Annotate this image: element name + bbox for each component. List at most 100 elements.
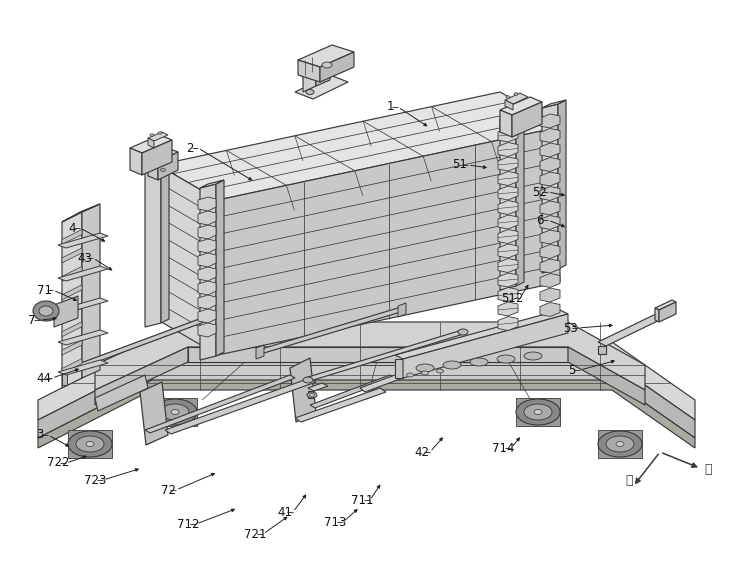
Ellipse shape [524, 352, 542, 360]
Polygon shape [198, 281, 216, 295]
Text: 53: 53 [562, 321, 577, 335]
Polygon shape [200, 180, 224, 188]
Ellipse shape [436, 369, 444, 373]
Text: 512: 512 [501, 292, 523, 304]
Ellipse shape [421, 371, 429, 375]
Polygon shape [145, 147, 169, 155]
Polygon shape [258, 308, 404, 353]
Polygon shape [540, 215, 560, 229]
Polygon shape [598, 430, 642, 458]
Polygon shape [558, 100, 566, 269]
Polygon shape [290, 358, 316, 422]
Ellipse shape [161, 404, 189, 420]
Polygon shape [403, 314, 568, 378]
Ellipse shape [153, 399, 197, 425]
Ellipse shape [497, 355, 515, 363]
Ellipse shape [150, 134, 154, 136]
Polygon shape [130, 148, 142, 175]
Polygon shape [140, 382, 168, 445]
Text: 723: 723 [84, 474, 106, 487]
Polygon shape [498, 288, 518, 301]
Polygon shape [540, 172, 560, 186]
Polygon shape [148, 148, 178, 162]
Polygon shape [58, 233, 108, 248]
Ellipse shape [606, 436, 634, 452]
Ellipse shape [171, 410, 179, 414]
Text: 前: 前 [625, 474, 632, 487]
Text: 7: 7 [28, 314, 35, 327]
Polygon shape [62, 267, 82, 281]
Polygon shape [310, 375, 395, 408]
Polygon shape [198, 197, 216, 211]
Polygon shape [540, 259, 560, 273]
Text: 71: 71 [38, 283, 52, 296]
Ellipse shape [76, 436, 104, 452]
Polygon shape [153, 398, 197, 426]
Polygon shape [38, 362, 152, 438]
Polygon shape [540, 186, 560, 201]
Polygon shape [498, 157, 518, 171]
Ellipse shape [160, 161, 165, 164]
Text: 1: 1 [386, 101, 394, 113]
Polygon shape [498, 229, 518, 243]
Polygon shape [198, 253, 216, 267]
Polygon shape [58, 360, 108, 375]
Polygon shape [305, 330, 467, 381]
Polygon shape [568, 347, 645, 405]
Ellipse shape [68, 431, 112, 457]
Polygon shape [316, 54, 330, 86]
Polygon shape [516, 398, 560, 426]
Polygon shape [58, 266, 108, 281]
Polygon shape [512, 102, 542, 137]
Polygon shape [498, 128, 518, 142]
Polygon shape [82, 204, 100, 378]
Polygon shape [395, 359, 403, 378]
Polygon shape [516, 110, 524, 286]
Polygon shape [62, 303, 82, 318]
Text: 722: 722 [46, 456, 69, 470]
Polygon shape [158, 152, 178, 180]
Ellipse shape [506, 96, 510, 98]
Text: 713: 713 [324, 516, 346, 528]
Text: 51: 51 [452, 158, 467, 172]
Text: 711: 711 [351, 494, 373, 506]
Polygon shape [198, 211, 216, 225]
Polygon shape [498, 273, 518, 287]
Polygon shape [152, 362, 612, 380]
Polygon shape [542, 104, 558, 273]
Text: 43: 43 [77, 251, 92, 264]
Ellipse shape [309, 393, 314, 396]
Text: 4: 4 [68, 222, 76, 235]
Polygon shape [58, 298, 108, 313]
Polygon shape [540, 303, 560, 317]
Polygon shape [198, 239, 216, 253]
Polygon shape [540, 158, 560, 172]
Polygon shape [295, 388, 386, 422]
Ellipse shape [534, 410, 542, 414]
Ellipse shape [407, 373, 413, 377]
Text: 41: 41 [277, 506, 292, 519]
Ellipse shape [443, 361, 461, 369]
Polygon shape [161, 147, 169, 323]
Polygon shape [540, 230, 560, 244]
Polygon shape [498, 302, 518, 316]
Polygon shape [198, 225, 216, 239]
Polygon shape [540, 114, 560, 128]
Polygon shape [360, 362, 435, 392]
Polygon shape [200, 184, 216, 360]
Polygon shape [498, 244, 518, 258]
Ellipse shape [470, 358, 488, 366]
Polygon shape [655, 300, 676, 310]
Polygon shape [612, 362, 695, 438]
Polygon shape [498, 172, 518, 186]
Polygon shape [62, 248, 82, 263]
Polygon shape [505, 100, 513, 110]
Text: 5: 5 [568, 364, 576, 377]
Text: 52: 52 [533, 186, 548, 198]
Polygon shape [165, 378, 316, 434]
Text: 右: 右 [704, 463, 711, 476]
Polygon shape [188, 347, 568, 362]
Polygon shape [62, 373, 67, 385]
Ellipse shape [516, 399, 560, 425]
Polygon shape [62, 229, 82, 244]
